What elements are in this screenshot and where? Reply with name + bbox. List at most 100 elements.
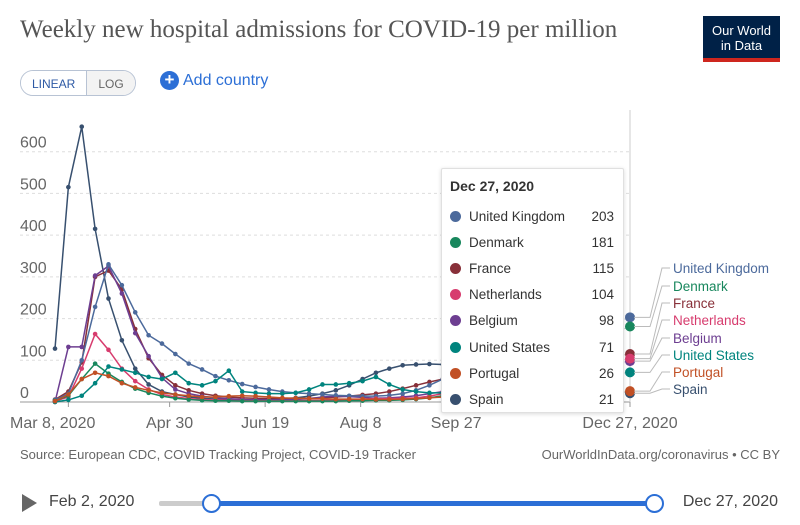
data-point bbox=[266, 391, 272, 396]
legend-dot-icon bbox=[450, 236, 461, 248]
data-point bbox=[119, 282, 125, 288]
data-point bbox=[173, 392, 178, 397]
series-label: Portugal bbox=[673, 365, 723, 380]
data-point bbox=[146, 374, 151, 380]
data-point bbox=[186, 361, 192, 366]
series-line-belgium bbox=[54, 264, 457, 403]
data-point bbox=[346, 380, 352, 386]
data-point bbox=[173, 395, 178, 401]
y-tick-label: 400 bbox=[20, 218, 47, 235]
log-scale-button[interactable]: LOG bbox=[87, 71, 135, 95]
data-point bbox=[306, 396, 312, 401]
data-point bbox=[52, 346, 58, 351]
data-point bbox=[280, 398, 285, 404]
data-point bbox=[79, 393, 85, 399]
data-point bbox=[226, 393, 232, 399]
data-point bbox=[79, 124, 85, 129]
legend-dot-icon bbox=[450, 210, 461, 222]
timeline: Feb 2, 2020 Dec 27, 2020 bbox=[20, 490, 780, 516]
data-point bbox=[106, 296, 111, 301]
plus-circle-icon: + bbox=[160, 71, 179, 90]
tooltip-row: France 115 bbox=[450, 255, 614, 281]
hover-tooltip: Dec 27, 2020 United Kingdom 203 Denmark 181… bbox=[441, 168, 624, 413]
data-point bbox=[293, 395, 298, 401]
data-point bbox=[253, 384, 258, 390]
data-point bbox=[106, 373, 111, 379]
end-point bbox=[625, 321, 635, 332]
tooltip-value: 115 bbox=[592, 260, 614, 276]
data-point bbox=[173, 351, 178, 357]
add-country-button[interactable]: + Add country bbox=[160, 71, 268, 90]
data-point bbox=[333, 396, 339, 402]
data-point bbox=[119, 291, 125, 296]
series-label: Spain bbox=[673, 382, 708, 397]
x-tick-label: Dec 27, 2020 bbox=[582, 415, 677, 432]
data-point bbox=[66, 392, 71, 397]
data-point bbox=[106, 347, 111, 353]
logo-line-2: in Data bbox=[720, 38, 763, 53]
linear-scale-button[interactable]: LINEAR bbox=[21, 71, 88, 95]
y-tick-label: 600 bbox=[20, 135, 47, 152]
data-point bbox=[66, 397, 71, 403]
logo-line-1: Our World bbox=[712, 23, 771, 38]
tooltip-country: United States bbox=[469, 339, 551, 355]
data-point bbox=[92, 361, 98, 366]
data-point bbox=[239, 393, 245, 399]
data-point bbox=[427, 379, 432, 385]
end-point bbox=[625, 367, 635, 378]
series-label: United States bbox=[673, 348, 754, 363]
data-point bbox=[413, 383, 419, 388]
tooltip-country: France bbox=[469, 260, 512, 276]
timeline-start-handle[interactable] bbox=[202, 494, 221, 513]
data-point bbox=[146, 382, 151, 387]
data-point bbox=[92, 380, 98, 386]
data-point bbox=[320, 396, 325, 401]
data-point bbox=[333, 393, 339, 398]
series-label: Belgium bbox=[673, 331, 722, 346]
legend-dot-icon bbox=[450, 341, 461, 353]
data-point bbox=[413, 362, 419, 367]
series-label: United Kingdom bbox=[673, 261, 769, 276]
data-point bbox=[132, 366, 138, 371]
x-tick-label: Apr 30 bbox=[146, 415, 193, 432]
data-point bbox=[346, 393, 352, 399]
data-point bbox=[106, 262, 111, 267]
data-point bbox=[320, 392, 325, 397]
play-icon[interactable] bbox=[22, 494, 37, 512]
data-point bbox=[387, 389, 392, 394]
line-chart[interactable]: 0 100 200 300 400 500 600 Mar 8, 2020 Apr 30 Jun … bbox=[0, 100, 800, 440]
source-url[interactable]: OurWorldInData.org/coronavirus • CC BY bbox=[541, 447, 780, 462]
data-point bbox=[106, 364, 111, 369]
timeline-end-handle[interactable] bbox=[645, 494, 664, 513]
data-point bbox=[119, 380, 125, 386]
data-point bbox=[173, 370, 178, 376]
data-point bbox=[199, 398, 205, 403]
data-point bbox=[346, 396, 352, 402]
tooltip-row: Portugal 26 bbox=[450, 360, 614, 386]
data-point bbox=[266, 394, 272, 400]
owid-logo[interactable]: Our World in Data bbox=[703, 16, 780, 62]
data-point bbox=[186, 388, 192, 393]
data-point bbox=[400, 391, 405, 396]
y-tick-label: 300 bbox=[20, 260, 47, 277]
data-point bbox=[199, 394, 205, 400]
data-point bbox=[226, 378, 232, 383]
tooltip-country: Spain bbox=[469, 391, 504, 407]
x-tick-label: Aug 8 bbox=[340, 415, 382, 432]
series-label: France bbox=[673, 296, 715, 311]
tooltip-row: United States 71 bbox=[450, 334, 614, 360]
chart-title: Weekly new hospital admissions for COVID… bbox=[20, 16, 618, 43]
data-point bbox=[159, 341, 165, 346]
tooltip-country: Denmark bbox=[469, 234, 524, 250]
source-note[interactable]: Source: European CDC, COVID Tracking Pro… bbox=[20, 447, 416, 462]
data-point bbox=[79, 344, 85, 350]
data-point bbox=[66, 184, 71, 190]
tooltip-country: United Kingdom bbox=[469, 208, 566, 224]
data-point bbox=[293, 390, 298, 396]
data-point bbox=[79, 366, 85, 371]
y-tick-label: 200 bbox=[20, 302, 47, 319]
x-tick-label: Mar 8, 2020 bbox=[10, 415, 95, 432]
data-point bbox=[280, 391, 285, 396]
data-point bbox=[186, 393, 192, 399]
data-point bbox=[92, 273, 98, 278]
